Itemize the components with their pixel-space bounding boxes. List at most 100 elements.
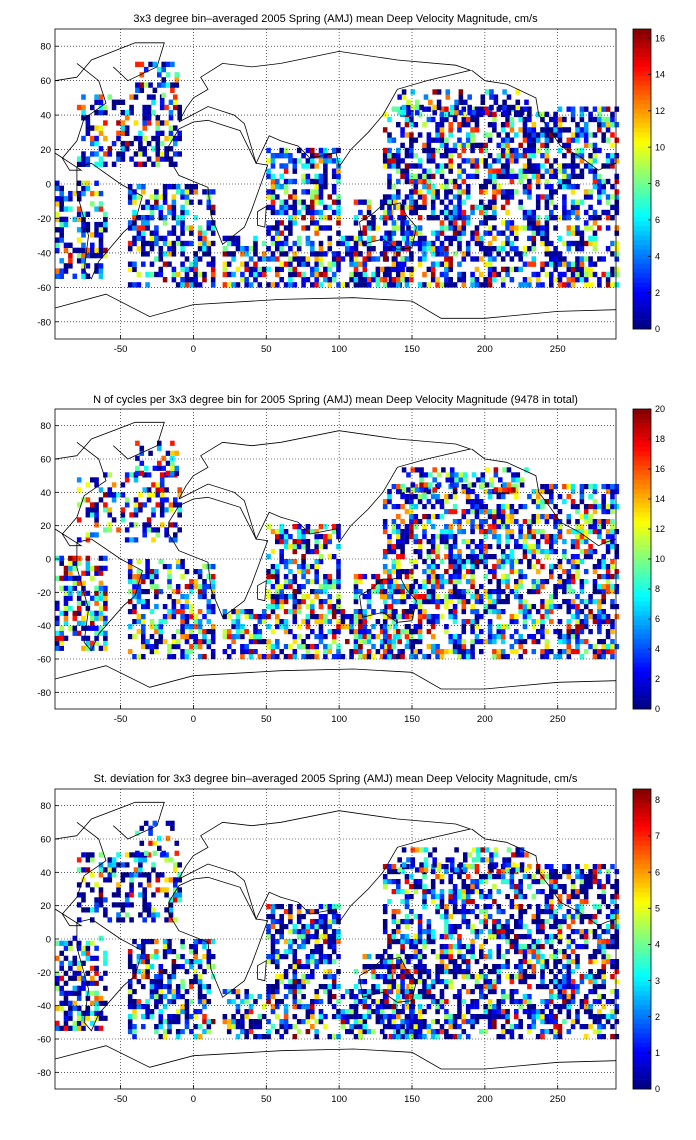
colorbar-step — [633, 563, 651, 569]
data-bin — [444, 163, 449, 169]
data-bin — [597, 534, 602, 540]
data-bin — [167, 564, 172, 570]
data-bin — [588, 168, 593, 174]
data-bin — [167, 184, 172, 190]
data-bin — [76, 247, 82, 254]
data-bin — [358, 639, 363, 645]
y-tick-label: 0 — [46, 180, 51, 191]
data-bin — [275, 584, 280, 590]
data-bin — [154, 194, 159, 200]
data-bin — [465, 569, 471, 575]
data-bin — [387, 594, 392, 600]
data-bin — [514, 594, 519, 600]
data-bin — [193, 974, 198, 980]
data-bin — [457, 163, 462, 169]
data-bin — [579, 499, 585, 505]
data-bin — [202, 954, 207, 960]
data-bin — [193, 634, 198, 640]
data-bin — [155, 125, 161, 131]
data-bin — [436, 482, 442, 488]
data-bin — [301, 554, 306, 560]
data-bin — [461, 539, 467, 545]
data-bin — [177, 512, 182, 518]
data-bin — [111, 872, 117, 878]
data-bin — [549, 168, 554, 174]
data-bin — [366, 220, 372, 226]
data-bin — [164, 857, 169, 863]
data-bin — [141, 574, 146, 580]
data-bin — [553, 589, 558, 595]
data-bin — [500, 277, 506, 283]
data-bin — [400, 494, 405, 500]
data-bin — [592, 184, 598, 190]
data-bin — [544, 178, 550, 185]
data-bin — [305, 277, 311, 283]
data-bin — [292, 220, 298, 226]
data-bin — [94, 109, 99, 116]
data-bin — [566, 599, 572, 605]
data-bin — [449, 472, 455, 478]
data-bin — [465, 519, 471, 525]
data-bin — [193, 266, 198, 273]
data-bin — [323, 168, 328, 174]
data-bin — [103, 211, 108, 217]
data-bin — [492, 589, 497, 595]
data-bin — [138, 912, 143, 918]
data-bin — [452, 559, 458, 565]
data-bin — [531, 579, 537, 585]
data-bin — [474, 599, 480, 605]
data-bin — [257, 256, 263, 262]
data-bin — [240, 644, 245, 650]
data-bin — [132, 1004, 137, 1010]
data-bin — [358, 277, 363, 283]
data-bin — [549, 215, 554, 221]
data-bin — [90, 980, 95, 986]
data-bin — [323, 178, 328, 185]
data-bin — [597, 189, 602, 195]
data-bin — [470, 584, 475, 590]
data-bin — [549, 494, 554, 500]
data-bin — [235, 266, 241, 273]
data-bin — [132, 266, 137, 273]
data-bin — [492, 599, 497, 605]
data-bin — [544, 215, 550, 221]
data-bin — [222, 649, 228, 655]
data-bin — [382, 235, 388, 242]
data-bin — [496, 494, 502, 500]
data-bin — [597, 649, 602, 655]
data-bin — [292, 544, 298, 550]
data-bin — [94, 945, 99, 951]
coastline — [257, 580, 267, 602]
data-bin — [68, 1005, 73, 1011]
data-bin — [310, 614, 315, 620]
data-bin — [557, 116, 563, 123]
data-bin — [145, 1009, 150, 1015]
data-bin — [155, 877, 161, 883]
data-bin — [535, 539, 541, 545]
data-bin — [610, 529, 615, 535]
data-bin — [588, 554, 593, 560]
data-bin — [210, 209, 216, 216]
data-bin — [279, 277, 284, 283]
data-bin — [63, 990, 69, 996]
data-bin — [139, 72, 145, 78]
data-bin — [146, 492, 152, 498]
data-bin — [154, 1029, 159, 1035]
data-bin — [63, 206, 69, 212]
data-bin — [94, 640, 99, 646]
data-bin — [244, 629, 249, 635]
data-bin — [90, 610, 95, 616]
data-bin — [575, 569, 580, 575]
data-bin — [474, 256, 480, 262]
data-bin — [406, 472, 411, 478]
data-bin — [371, 574, 376, 580]
data-bin — [396, 504, 401, 510]
data-bin — [127, 1019, 133, 1025]
data-bin — [103, 595, 108, 601]
data-bin — [496, 579, 502, 585]
data-bin — [171, 959, 177, 965]
data-bin — [222, 235, 228, 242]
data-bin — [206, 220, 212, 226]
data-bin — [588, 609, 593, 615]
data-bin — [502, 487, 507, 493]
